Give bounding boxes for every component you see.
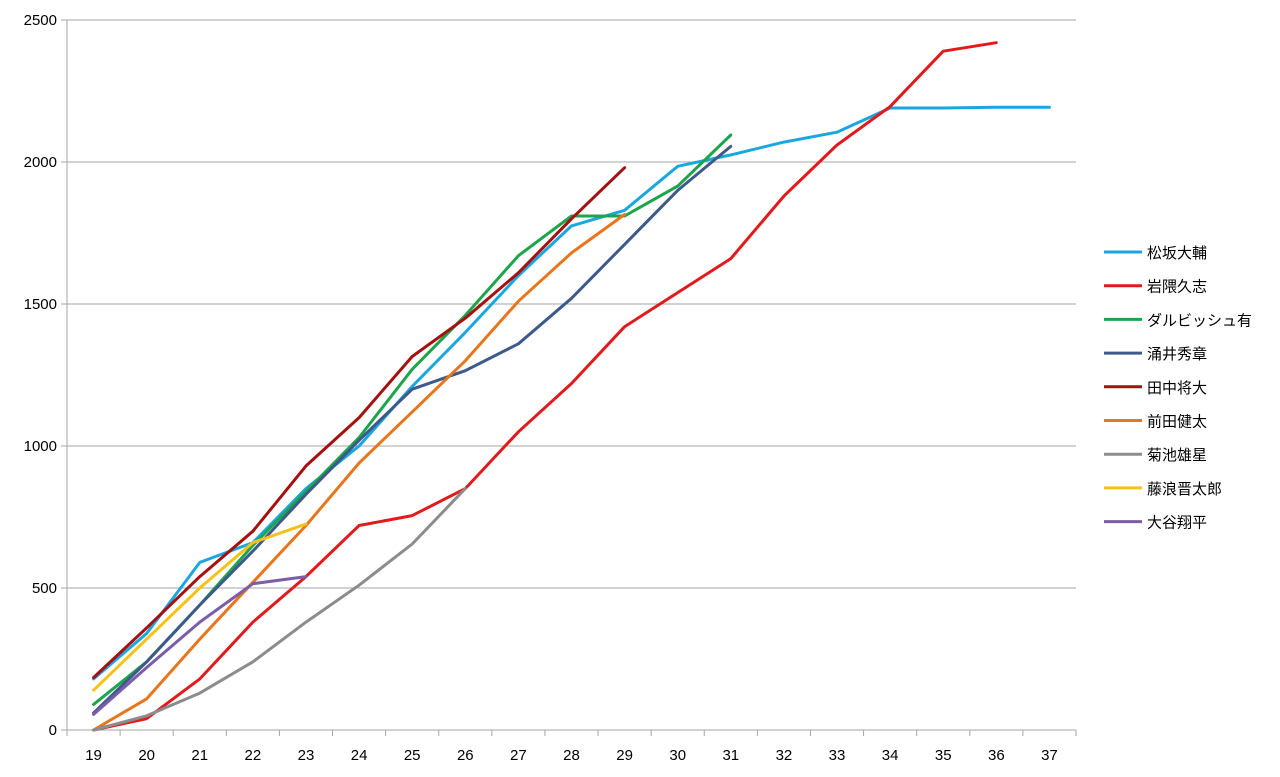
legend-label: 前田健太 xyxy=(1147,413,1207,431)
grid-lines xyxy=(67,19,1076,589)
x-tick-labels: 19 20 21 22 23 24 25 26 27 28 29 30 31 32 33 34 35 36 37 xyxy=(85,747,1058,764)
y-tick-label: 2000 xyxy=(24,154,57,171)
x-tick-label: 34 xyxy=(882,747,899,764)
x-tick-label: 20 xyxy=(138,747,155,764)
x-tick-label: 25 xyxy=(404,747,421,764)
y-tick-label: 2500 xyxy=(24,12,57,29)
legend-label: 大谷翔平 xyxy=(1147,514,1207,532)
x-tick-label: 27 xyxy=(510,747,527,764)
series-lines xyxy=(92,41,1051,732)
x-tick-label: 21 xyxy=(191,747,208,764)
x-tick-label: 32 xyxy=(776,747,793,764)
x-tick-label: 35 xyxy=(935,747,952,764)
x-tick-label: 23 xyxy=(298,747,315,764)
x-tick-label: 19 xyxy=(85,747,102,764)
legend-label: 岩隈久志 xyxy=(1147,278,1207,296)
x-tick-label: 37 xyxy=(1041,747,1058,764)
axes xyxy=(61,19,1077,736)
series-line-5 xyxy=(92,213,627,732)
series-line-1 xyxy=(92,41,998,732)
x-tick-label: 22 xyxy=(245,747,262,764)
series-line-4 xyxy=(92,166,627,679)
x-tick-label: 30 xyxy=(669,747,686,764)
series-line-0 xyxy=(92,105,1051,681)
series-line-7 xyxy=(92,522,308,692)
legend-label: 涌井秀章 xyxy=(1147,345,1207,363)
x-tick-label: 33 xyxy=(829,747,846,764)
y-tick-label: 0 xyxy=(49,722,57,739)
legend-label: 田中将大 xyxy=(1147,379,1207,397)
legend-label: 松坂大輔 xyxy=(1147,244,1207,262)
legend-label: 藤浪晋太郎 xyxy=(1147,480,1222,498)
series-line-8 xyxy=(92,575,308,716)
x-tick-label: 28 xyxy=(563,747,580,764)
y-tick-labels: 0 500 1000 1500 2000 2500 xyxy=(24,12,57,739)
x-tick-label: 31 xyxy=(722,747,739,764)
series-line-3 xyxy=(92,144,733,715)
series-line-2 xyxy=(92,133,733,706)
legend-label: 菊池雄星 xyxy=(1147,446,1207,464)
series-line-6 xyxy=(92,487,467,732)
x-tick-label: 29 xyxy=(616,747,633,764)
y-tick-label: 1000 xyxy=(24,438,57,455)
legend-label: ダルビッシュ有 xyxy=(1147,311,1252,329)
y-tick-label: 1500 xyxy=(24,296,57,313)
x-tick-label: 24 xyxy=(351,747,368,764)
x-tick-label: 26 xyxy=(457,747,474,764)
y-tick-label: 500 xyxy=(32,580,57,597)
x-tick-label: 36 xyxy=(988,747,1005,764)
